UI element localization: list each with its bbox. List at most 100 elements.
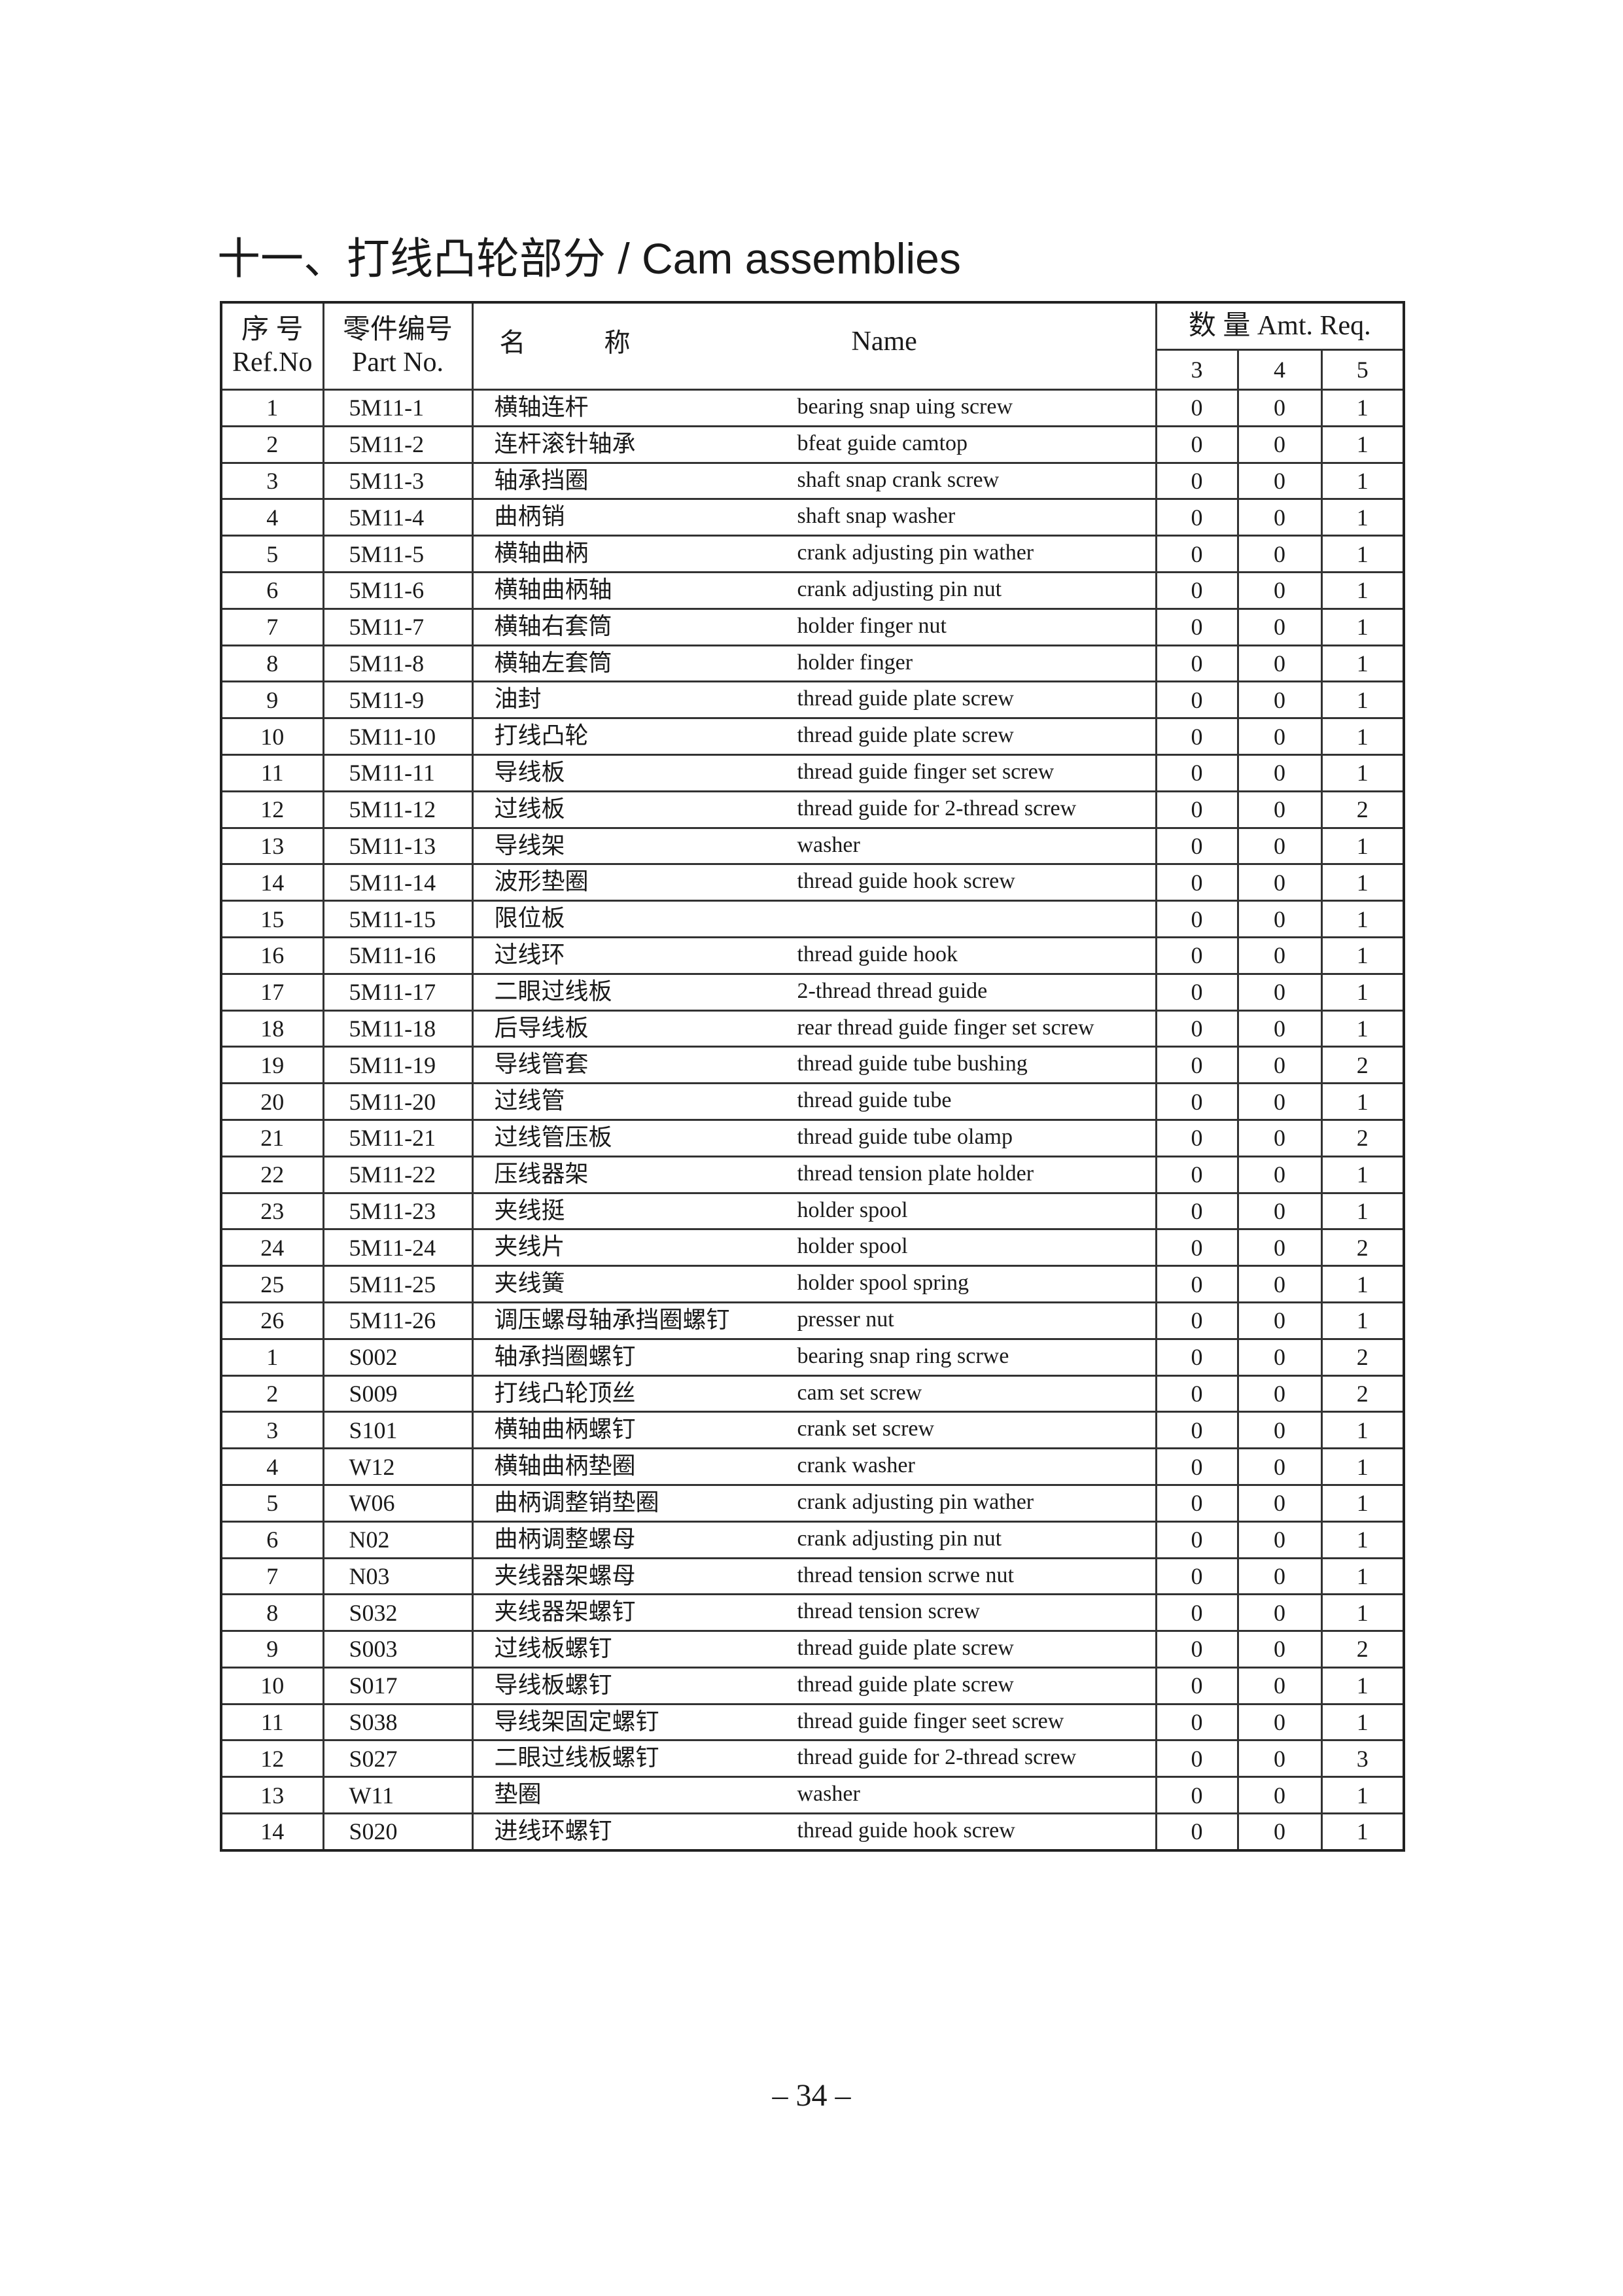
amt-5-cell: 1: [1320, 936, 1405, 975]
name-en: shaft snap washer: [797, 504, 956, 529]
ref-no-cell: 9: [220, 680, 324, 720]
amt-5-cell: 1: [1320, 571, 1405, 610]
name-en: presser nut: [797, 1307, 894, 1332]
amt-4-cell: 0: [1236, 1776, 1323, 1815]
amt-5-cell: 1: [1320, 535, 1405, 573]
name-en: holder spool spring: [797, 1271, 969, 1296]
amt-4-cell: 0: [1236, 863, 1323, 902]
part-no-cell: S003: [322, 1630, 474, 1669]
name-en: cam set screw: [797, 1380, 922, 1405]
part-no-cell: 5M11-7: [322, 607, 474, 646]
name-cell: 限位板: [471, 900, 1157, 938]
amt-4-cell: 0: [1236, 972, 1323, 1012]
name-en: holder spool: [797, 1234, 908, 1259]
amt-5-cell: 2: [1320, 1630, 1405, 1669]
amt-3-cell: 0: [1155, 1630, 1239, 1669]
amt-3-cell: 0: [1155, 425, 1239, 464]
part-no-cell: S032: [322, 1593, 474, 1633]
ref-no-cell: 10: [220, 717, 324, 756]
amt-4-cell: 0: [1236, 1155, 1323, 1194]
amt-5-cell: 1: [1320, 972, 1405, 1012]
amt-3-cell: 0: [1155, 1447, 1239, 1486]
page-number: – 34 –: [772, 2078, 851, 2113]
amt-4-cell: 0: [1236, 1374, 1323, 1413]
amt-4-cell: 0: [1236, 1447, 1323, 1486]
name-cell: 夹线器架螺母 thread tension scrwe nut: [471, 1557, 1157, 1596]
name-en: crank adjusting pin wather: [797, 540, 1034, 565]
name-en: thread tension plate holder: [797, 1161, 1034, 1186]
name-cell: 油封 thread guide plate screw: [471, 680, 1157, 720]
name-en: thread guide plate screw: [797, 723, 1014, 748]
name-en: rear thread guide finger set screw: [797, 1015, 1094, 1040]
name-cn: 横轴连杆: [494, 394, 589, 420]
amt-5-cell: 1: [1320, 680, 1405, 720]
ref-no-cell: 1: [220, 1337, 324, 1377]
ref-no-cell: 14: [220, 1812, 324, 1852]
amt-3-cell: 0: [1155, 498, 1239, 537]
amt-4-cell: 0: [1236, 1009, 1323, 1048]
part-no-cell: S002: [322, 1337, 474, 1377]
part-no-cell: S017: [322, 1666, 474, 1705]
part-no-cell: 5M11-26: [322, 1301, 474, 1340]
name-cn: 过线板螺钉: [494, 1635, 612, 1662]
name-en: thread guide hook screw: [797, 1818, 1015, 1843]
name-en: thread guide tube: [797, 1088, 952, 1113]
name-cell: 曲柄销 shaft snap washer: [471, 498, 1157, 537]
amt-4-cell: 0: [1236, 389, 1323, 427]
amt-3-cell: 0: [1155, 535, 1239, 573]
ref-no-cell: 3: [220, 461, 324, 501]
table-row: 8 S032 夹线器架螺钉 thread tension screw 0 0 1: [220, 1593, 1405, 1633]
amt-3-cell: 0: [1155, 1082, 1239, 1121]
amt-5-cell: 2: [1320, 1374, 1405, 1413]
ref-no-cell: 17: [220, 972, 324, 1012]
ref-no-cell: 4: [220, 1447, 324, 1486]
part-no-cell: 5M11-18: [322, 1009, 474, 1048]
name-cn: 过线板: [494, 795, 565, 822]
table-row: 12 S027 二眼过线板螺钉 thread guide for 2-thread s…: [220, 1739, 1405, 1778]
name-en: washer: [797, 832, 860, 857]
amt-3-cell: 0: [1155, 389, 1239, 427]
ref-no-cell: 7: [220, 1557, 324, 1596]
amt-4-cell: 0: [1236, 826, 1323, 866]
ref-no-cell: 18: [220, 1009, 324, 1048]
header-name-cn-1: 名: [499, 328, 526, 357]
table-row: 17 5M11-17 二眼过线板 2-thread thread guide 0 0 1: [220, 972, 1405, 1012]
name-cn: 横轴曲柄螺钉: [494, 1416, 636, 1443]
part-no-cell: 5M11-5: [322, 535, 474, 573]
amt-5-cell: 1: [1320, 498, 1405, 537]
ref-no-cell: 21: [220, 1118, 324, 1157]
ref-no-cell: 25: [220, 1265, 324, 1303]
part-no-cell: S020: [322, 1812, 474, 1852]
name-en: bearing snap ring scrwe: [797, 1343, 1009, 1368]
amt-5-cell: 1: [1320, 1447, 1405, 1486]
name-cell: 轴承挡圈 shaft snap crank screw: [471, 461, 1157, 501]
name-en: bfeat guide camtop: [797, 431, 968, 455]
amt-4-cell: 0: [1236, 1118, 1323, 1157]
part-no-cell: 5M11-3: [322, 461, 474, 501]
amt-4-cell: 0: [1236, 1812, 1323, 1852]
amt-3-cell: 0: [1155, 1337, 1239, 1377]
part-no-cell: 5M11-1: [322, 389, 474, 427]
part-no-cell: 5M11-8: [322, 644, 474, 683]
name-en: crank adjusting pin nut: [797, 576, 1002, 601]
amt-5-cell: 1: [1320, 1009, 1405, 1048]
ref-no-cell: 2: [220, 425, 324, 464]
amt-4-cell: 0: [1236, 1703, 1323, 1742]
table-row: 5 W06 曲柄调整销垫圈 crank adjusting pin wather 0 0 1: [220, 1483, 1405, 1523]
name-en: holder finger nut: [797, 613, 947, 638]
name-en: crank washer: [797, 1453, 915, 1478]
amt-5-cell: 1: [1320, 425, 1405, 464]
name-cn: 垫圈: [494, 1781, 542, 1808]
name-cn: 轴承挡圈: [494, 467, 589, 493]
amt-5-cell: 1: [1320, 1192, 1405, 1231]
table-row: 10 S017 导线板螺钉 thread guide plate screw 0 0 1: [220, 1666, 1405, 1705]
amt-3-cell: 0: [1155, 1192, 1239, 1231]
table-row: 12 5M11-12 过线板 thread guide for 2-thread sc…: [220, 790, 1405, 829]
name-cn: 导线架固定螺钉: [494, 1708, 659, 1735]
name-cn: 导线板: [494, 758, 565, 785]
name-cell: 横轴左套筒 holder finger: [471, 644, 1157, 683]
amt-5-cell: 1: [1320, 1593, 1405, 1633]
name-cell: 横轴连杆 bearing snap uing screw: [471, 389, 1157, 427]
name-cn: 横轴曲柄: [494, 540, 589, 567]
amt-5-cell: 1: [1320, 1265, 1405, 1303]
